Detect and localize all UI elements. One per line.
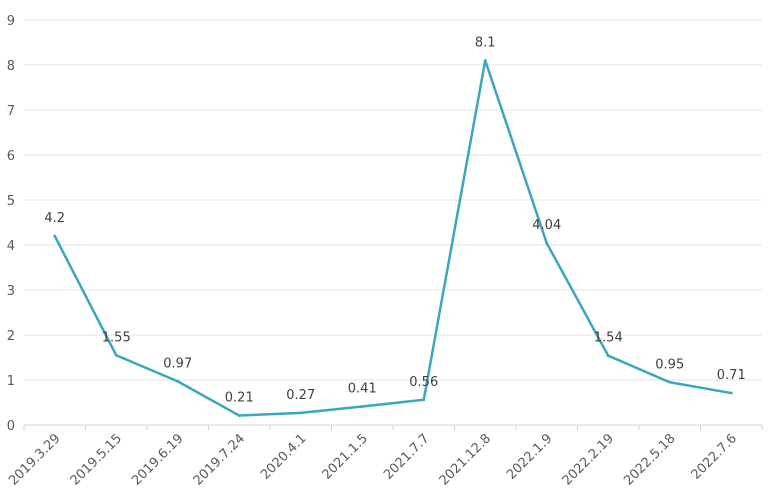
y-tick-label: 5 [7, 194, 15, 209]
data-label: 4.2 [44, 211, 65, 226]
data-point [237, 414, 241, 417]
series-layer [53, 59, 733, 417]
x-tick-label: 2022.5.18 [621, 431, 678, 488]
y-tick-label: 1 [7, 374, 15, 389]
data-label: 0.71 [717, 368, 746, 383]
data-point [422, 398, 426, 402]
data-point [729, 391, 733, 395]
x-tick-label: 2019.6.19 [129, 431, 186, 488]
data-labels: 4.2 1.55 0.97 0.21 0.27 0.41 0.56 8.1 4.04 1.54 0.… [44, 36, 745, 406]
y-tick-label: 7 [7, 104, 15, 119]
y-tick-label: 3 [7, 284, 15, 299]
data-label: 0.41 [348, 382, 377, 397]
data-point [606, 354, 610, 358]
data-label: 0.21 [225, 391, 254, 406]
data-label: 0.27 [286, 388, 315, 403]
data-label: 1.54 [594, 331, 623, 346]
y-tick-label: 4 [7, 239, 15, 254]
data-label: 1.55 [102, 330, 131, 345]
gridlines [24, 19, 762, 381]
data-point [53, 234, 57, 238]
x-tick-label: 2019.7.24 [191, 431, 248, 488]
x-tick-label: 2022.7.6 [689, 431, 741, 483]
data-label: 0.56 [409, 375, 438, 390]
x-tick-label: 2019.5.15 [68, 431, 125, 488]
x-tick-label: 2022.1.9 [504, 431, 556, 483]
x-tick-label: 2022.2.19 [560, 431, 617, 488]
y-tick-label: 9 [7, 14, 15, 29]
series-line [53, 59, 732, 417]
x-axis: 2019.3.29 2019.5.15 2019.6.19 2019.7.24 2020… [6, 424, 763, 489]
data-point [483, 59, 487, 62]
data-point [176, 379, 180, 383]
data-label: 0.95 [655, 357, 684, 372]
y-tick-label: 6 [7, 149, 15, 164]
y-tick-label: 8 [7, 59, 15, 74]
y-tick-label: 2 [7, 329, 15, 344]
data-label: 0.97 [163, 356, 192, 371]
x-tick-label: 2021.12.8 [437, 431, 494, 488]
data-label: 4.04 [532, 218, 561, 233]
x-tick-label: 2021.7.7 [381, 431, 433, 483]
data-point [545, 241, 549, 245]
data-point [360, 405, 364, 408]
data-point [668, 380, 672, 384]
data-label: 8.1 [475, 36, 496, 51]
x-tick-label: 2019.3.29 [6, 431, 63, 488]
y-tick-label: 0 [7, 419, 15, 434]
data-point [114, 353, 118, 357]
data-point [299, 411, 303, 415]
x-tick-label: 2020.4.1 [258, 431, 310, 483]
y-axis: 0 1 2 3 4 5 6 7 8 9 [7, 14, 15, 434]
x-tick-label: 2021.1.5 [320, 431, 372, 483]
